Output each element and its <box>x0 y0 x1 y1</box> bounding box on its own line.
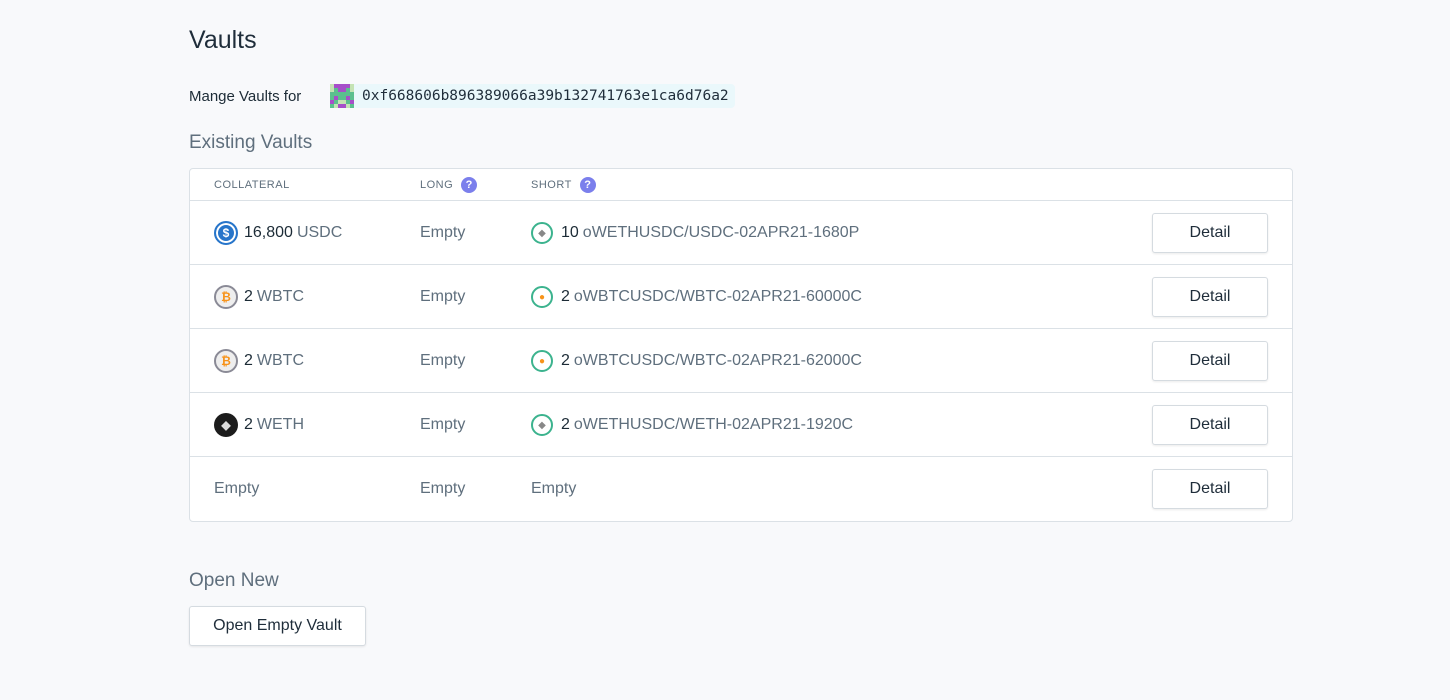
collateral-symbol: WETH <box>256 416 305 433</box>
short-cell: Empty <box>531 457 576 521</box>
collateral-amount: 2 <box>244 288 253 305</box>
otoken-eth-icon: ◆ <box>531 414 553 436</box>
long-cell: Empty <box>420 352 466 369</box>
short-amount: 2 <box>561 288 570 305</box>
table-row: Empty Empty Empty Detail <box>190 457 1292 521</box>
open-new-title: Open New <box>189 570 279 591</box>
short-cell: ◆ 2 oWETHUSDC/WETH-02APR21-1920C <box>531 393 853 457</box>
collateral-empty: Empty <box>214 480 260 497</box>
short-help-icon[interactable]: ? <box>579 177 596 193</box>
wbtc-icon: ₿ <box>214 349 238 373</box>
collateral-cell: ₿ 2 WBTC <box>214 265 304 329</box>
short-empty: Empty <box>531 480 577 497</box>
short-amount: 10 <box>561 224 579 241</box>
table-row: $16,800 USDC Empty ◆ 10 oWETHUSDC/USDC-02AP… <box>190 201 1292 265</box>
collateral-cell: ₿ 2 WBTC <box>214 329 304 393</box>
short-amount: 2 <box>561 416 570 433</box>
detail-button[interactable]: Detail <box>1152 213 1268 253</box>
short-otoken-name: oWETHUSDC/WETH-02APR21-1920C <box>573 416 854 433</box>
long-cell: Empty <box>420 416 466 433</box>
collateral-amount: 2 <box>244 352 253 369</box>
table-row: ₿ 2 WBTC Empty ● 2 oWBTCUSDC/WBTC-02APR21-62… <box>190 329 1292 393</box>
short-cell: ● 2 oWBTCUSDC/WBTC-02APR21-62000C <box>531 329 862 393</box>
collateral-symbol: USDC <box>296 224 343 241</box>
col-short-label: SHORT <box>531 179 572 191</box>
owner-address[interactable]: 0xf668606b896389066a39b132741763e1ca6d76… <box>330 84 735 108</box>
vaults-table: COLLATERAL LONG? SHORT? $16,800 USDC Empt… <box>189 168 1293 522</box>
weth-icon: ◆ <box>214 413 238 437</box>
long-cell: Empty <box>420 480 466 497</box>
short-cell: ◆ 10 oWETHUSDC/USDC-02APR21-1680P <box>531 201 859 265</box>
long-cell: Empty <box>420 288 466 305</box>
short-amount: 2 <box>561 352 570 369</box>
collateral-symbol: WBTC <box>256 288 305 305</box>
existing-vaults-title: Existing Vaults <box>189 132 313 153</box>
otoken-btc-icon: ● <box>531 350 553 372</box>
owner-row: Mange Vaults for 0xf668606b896389066a39b… <box>189 84 735 108</box>
collateral-cell: ◆ 2 WETH <box>214 393 304 457</box>
short-cell: ● 2 oWBTCUSDC/WBTC-02APR21-60000C <box>531 265 862 329</box>
short-otoken-name: oWETHUSDC/USDC-02APR21-1680P <box>582 224 860 241</box>
collateral-symbol: WBTC <box>256 352 305 369</box>
long-cell: Empty <box>420 224 466 241</box>
open-empty-vault-button[interactable]: Open Empty Vault <box>189 606 366 646</box>
table-header: COLLATERAL LONG? SHORT? <box>190 169 1292 201</box>
address-blockie-icon <box>330 84 354 108</box>
col-short: SHORT? <box>531 169 596 201</box>
table-row: ◆ 2 WETH Empty ◆ 2 oWETHUSDC/WETH-02APR21-19… <box>190 393 1292 457</box>
short-otoken-name: oWBTCUSDC/WBTC-02APR21-60000C <box>573 288 862 305</box>
collateral-amount: 16,800 <box>244 224 293 241</box>
owner-label: Mange Vaults for <box>189 87 302 105</box>
detail-button[interactable]: Detail <box>1152 341 1268 381</box>
table-row: ₿ 2 WBTC Empty ● 2 oWBTCUSDC/WBTC-02APR21-60… <box>190 265 1292 329</box>
otoken-eth-icon: ◆ <box>531 222 553 244</box>
col-long: LONG? <box>420 169 478 201</box>
address-text[interactable]: 0xf668606b896389066a39b132741763e1ca6d76… <box>362 88 729 104</box>
collateral-amount: 2 <box>244 416 253 433</box>
detail-button[interactable]: Detail <box>1152 469 1268 509</box>
collateral-cell: Empty <box>214 457 259 521</box>
col-long-label: LONG <box>420 179 454 191</box>
usdc-icon: $ <box>214 221 238 245</box>
detail-button[interactable]: Detail <box>1152 405 1268 445</box>
wbtc-icon: ₿ <box>214 285 238 309</box>
page-title: Vaults <box>189 26 257 54</box>
detail-button[interactable]: Detail <box>1152 277 1268 317</box>
col-collateral: COLLATERAL <box>214 179 290 191</box>
collateral-cell: $16,800 USDC <box>214 201 342 265</box>
otoken-btc-icon: ● <box>531 286 553 308</box>
long-help-icon[interactable]: ? <box>461 177 478 193</box>
short-otoken-name: oWBTCUSDC/WBTC-02APR21-62000C <box>573 352 862 369</box>
